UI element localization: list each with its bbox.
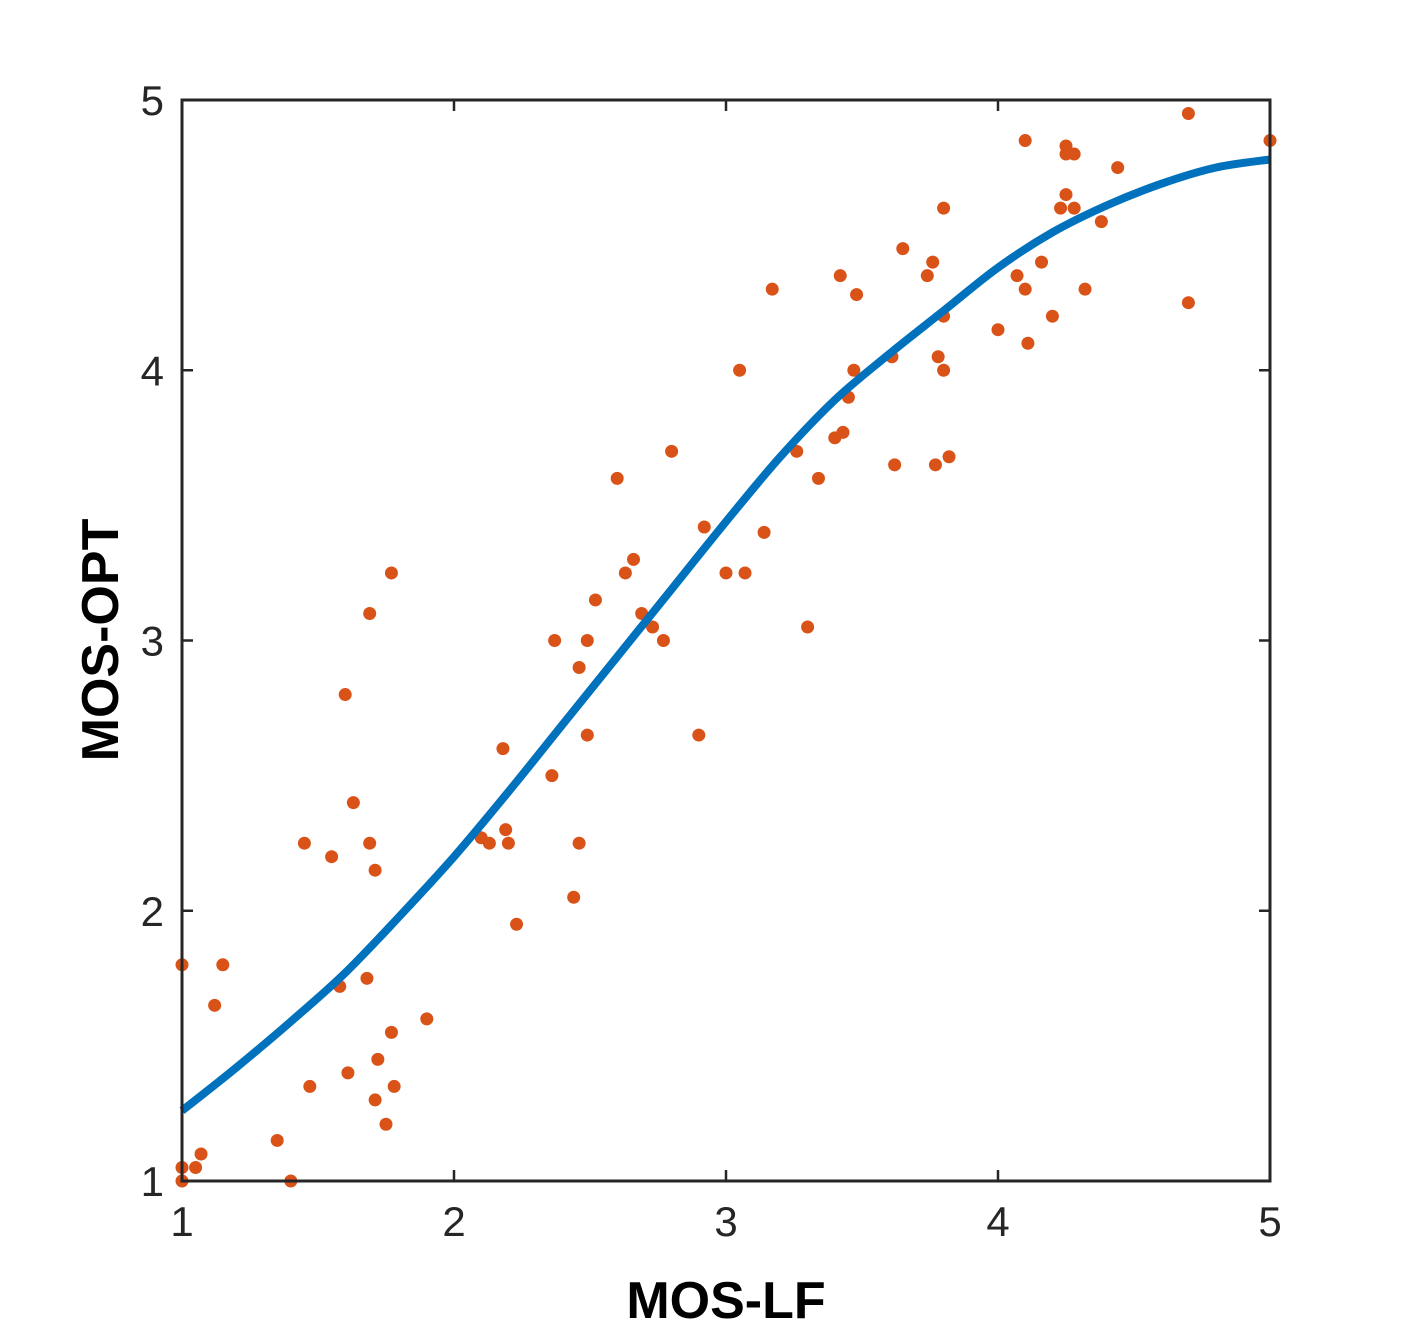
data-point <box>496 742 510 756</box>
axes-box <box>180 98 1272 1183</box>
data-point <box>297 836 311 850</box>
data-point <box>368 1093 382 1107</box>
data-point <box>738 566 752 580</box>
data-point <box>646 620 660 634</box>
data-point <box>384 566 398 580</box>
data-point <box>1018 282 1032 296</box>
data-point <box>627 552 641 566</box>
data-point <box>338 688 352 702</box>
data-point <box>1094 215 1108 229</box>
data-point <box>341 1066 355 1080</box>
data-point <box>1078 282 1092 296</box>
data-point <box>270 1133 284 1147</box>
data-point <box>567 890 581 904</box>
data-point <box>482 836 496 850</box>
data-point <box>499 823 513 837</box>
data-point <box>656 634 670 647</box>
data-point <box>920 269 934 283</box>
data-point <box>371 1052 385 1066</box>
data-point <box>189 1160 203 1174</box>
data-point <box>1111 161 1125 175</box>
plot-background <box>182 100 1270 1181</box>
data-point <box>836 425 850 439</box>
data-point <box>937 201 951 215</box>
data-point <box>692 728 706 742</box>
data-point <box>510 917 524 931</box>
data-point <box>1059 188 1073 202</box>
y-tick-label: 3 <box>141 618 164 665</box>
data-point <box>991 323 1005 337</box>
x-tick-label: 4 <box>986 1198 1009 1245</box>
data-point <box>942 450 956 464</box>
data-point <box>1181 107 1195 121</box>
data-point <box>931 350 945 364</box>
data-point <box>545 769 559 783</box>
data-point <box>757 525 771 539</box>
y-axis-label: MOS-OPT <box>72 518 130 761</box>
data-point <box>1181 296 1195 310</box>
data-point <box>420 1012 434 1026</box>
data-point <box>384 1025 398 1039</box>
data-point <box>1010 269 1024 283</box>
data-point <box>1054 201 1068 215</box>
y-tick-label: 2 <box>141 888 164 935</box>
tick-labels: 1 2 3 4 5 1 2 3 4 5 <box>141 77 1282 1245</box>
data-point <box>618 566 632 580</box>
data-point <box>1067 147 1081 161</box>
data-point <box>1018 134 1032 148</box>
data-point <box>850 288 864 302</box>
data-point <box>1021 336 1035 350</box>
data-point <box>847 363 861 377</box>
data-point <box>811 471 825 485</box>
x-tick-label: 2 <box>442 1198 465 1245</box>
data-point <box>363 836 377 850</box>
data-point <box>194 1147 208 1161</box>
y-tick-label: 5 <box>141 77 164 124</box>
data-point <box>665 444 679 458</box>
data-point <box>719 566 733 580</box>
x-tick-label: 1 <box>170 1198 193 1245</box>
x-tick-label: 5 <box>1258 1198 1281 1245</box>
data-point <box>580 634 594 647</box>
data-point <box>387 1079 401 1093</box>
fit-curve-layer <box>179 155 1271 1114</box>
data-point <box>572 661 586 675</box>
data-point <box>363 606 377 620</box>
data-point <box>1067 201 1081 215</box>
data-point <box>548 634 562 647</box>
data-point <box>368 863 382 877</box>
fit-curve <box>179 155 1271 1114</box>
data-point <box>379 1117 393 1131</box>
data-point <box>303 1079 317 1093</box>
data-point <box>610 471 624 485</box>
data-point <box>733 363 747 377</box>
data-point <box>572 836 586 850</box>
data-point <box>926 255 940 269</box>
data-point <box>833 269 847 283</box>
data-point <box>896 242 910 256</box>
y-tick-label: 4 <box>141 347 164 394</box>
data-point <box>801 620 815 634</box>
data-point <box>937 363 951 377</box>
data-point <box>501 836 515 850</box>
data-point <box>360 971 374 985</box>
data-point <box>580 728 594 742</box>
data-point <box>1035 255 1049 269</box>
data-point <box>928 458 942 472</box>
data-point <box>697 520 711 534</box>
x-axis-label: MOS-LF <box>626 1272 825 1330</box>
data-point <box>588 593 602 607</box>
data-point <box>1059 139 1073 153</box>
data-point <box>208 998 222 1012</box>
data-point <box>325 850 339 864</box>
y-tick-label: 1 <box>141 1158 164 1205</box>
data-point <box>346 796 360 810</box>
data-point <box>216 958 230 972</box>
data-point <box>765 282 779 296</box>
x-tick-label: 3 <box>714 1198 737 1245</box>
data-point <box>888 458 902 472</box>
data-point <box>1045 309 1059 323</box>
